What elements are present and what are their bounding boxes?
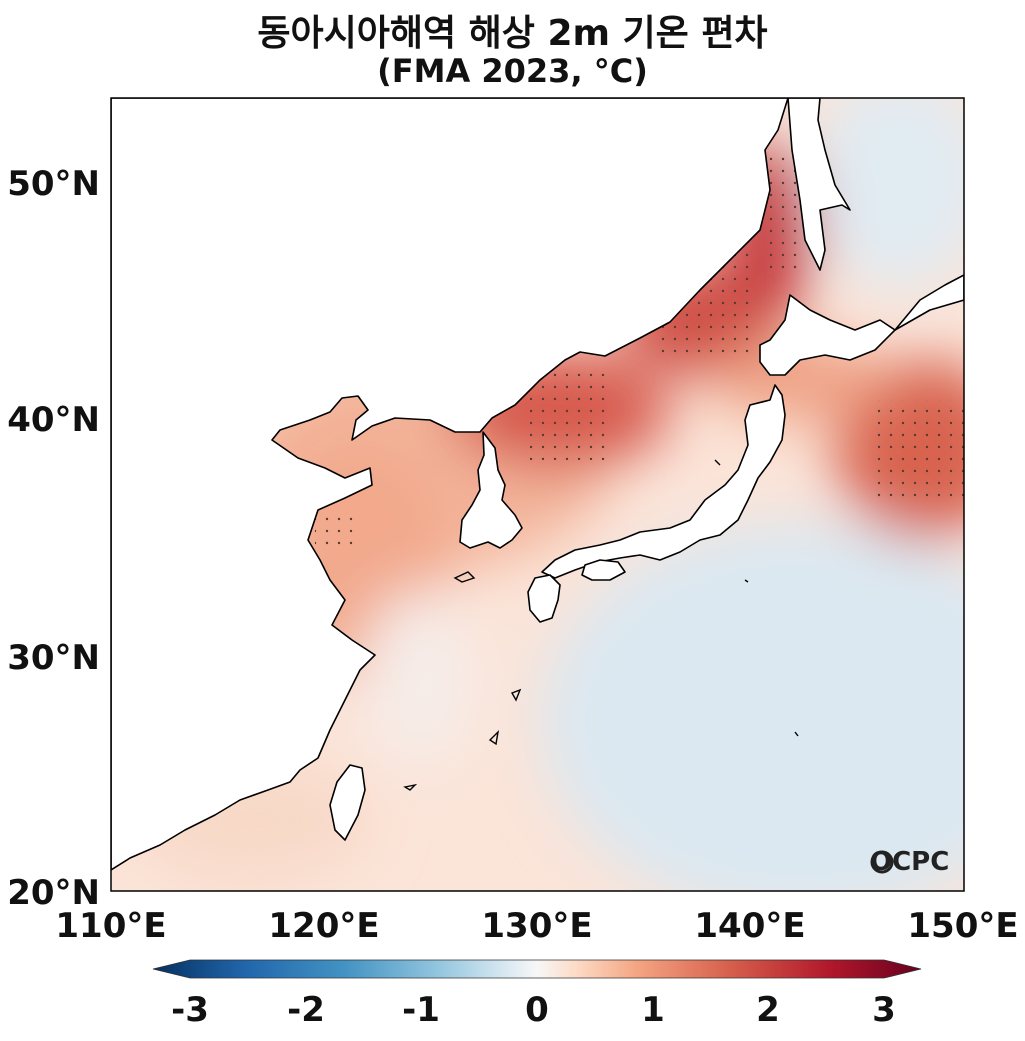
lon-tick-150: 150°E <box>907 906 1019 946</box>
ocpc-logo: OCPC <box>870 847 950 877</box>
lon-tick-120: 120°E <box>268 906 380 946</box>
colorbar <box>152 959 922 979</box>
lon-tick-140: 140°E <box>694 906 806 946</box>
lon-tick-110: 110°E <box>55 906 167 946</box>
colorbar-tick-3: 3 <box>872 990 896 1030</box>
map-subtitle: (FMA 2023, °C) <box>377 52 648 90</box>
lat-tick-50: 50°N <box>7 164 100 204</box>
colorbar-tick-neg2: -2 <box>287 990 325 1030</box>
colorbar-tick-2: 2 <box>756 990 780 1030</box>
colorbar-tick-neg1: -1 <box>402 990 440 1030</box>
map-title: 동아시아해역 해상 2m 기온 편차 <box>257 13 768 54</box>
colorbar-tick-0: 0 <box>525 990 549 1030</box>
colorbar-tick-1: 1 <box>641 990 665 1030</box>
colorbar-tick-neg3: -3 <box>171 990 209 1030</box>
lon-tick-130: 130°E <box>481 906 593 946</box>
lat-tick-20: 20°N <box>7 873 100 913</box>
land-masses <box>111 98 964 871</box>
lat-tick-30: 30°N <box>7 638 100 678</box>
ocpc-logo-emblem <box>870 850 894 874</box>
anomaly-field <box>111 98 964 891</box>
map-frame <box>110 97 965 892</box>
lat-tick-40: 40°N <box>7 400 100 440</box>
